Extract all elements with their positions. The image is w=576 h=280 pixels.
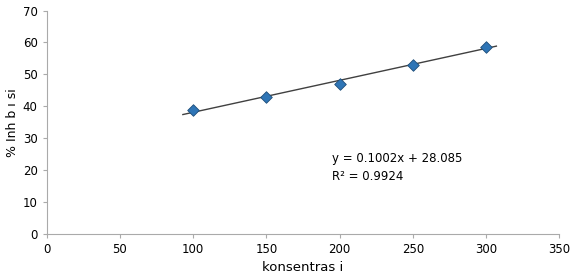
X-axis label: konsentras i: konsentras i — [263, 262, 344, 274]
Point — [335, 81, 344, 86]
Point — [482, 45, 491, 50]
Point — [188, 108, 198, 113]
Point — [262, 94, 271, 99]
Y-axis label: % Inh b ı si: % Inh b ı si — [6, 88, 18, 157]
Point — [408, 63, 418, 68]
Text: y = 0.1002x + 28.085
R² = 0.9924: y = 0.1002x + 28.085 R² = 0.9924 — [332, 152, 463, 183]
